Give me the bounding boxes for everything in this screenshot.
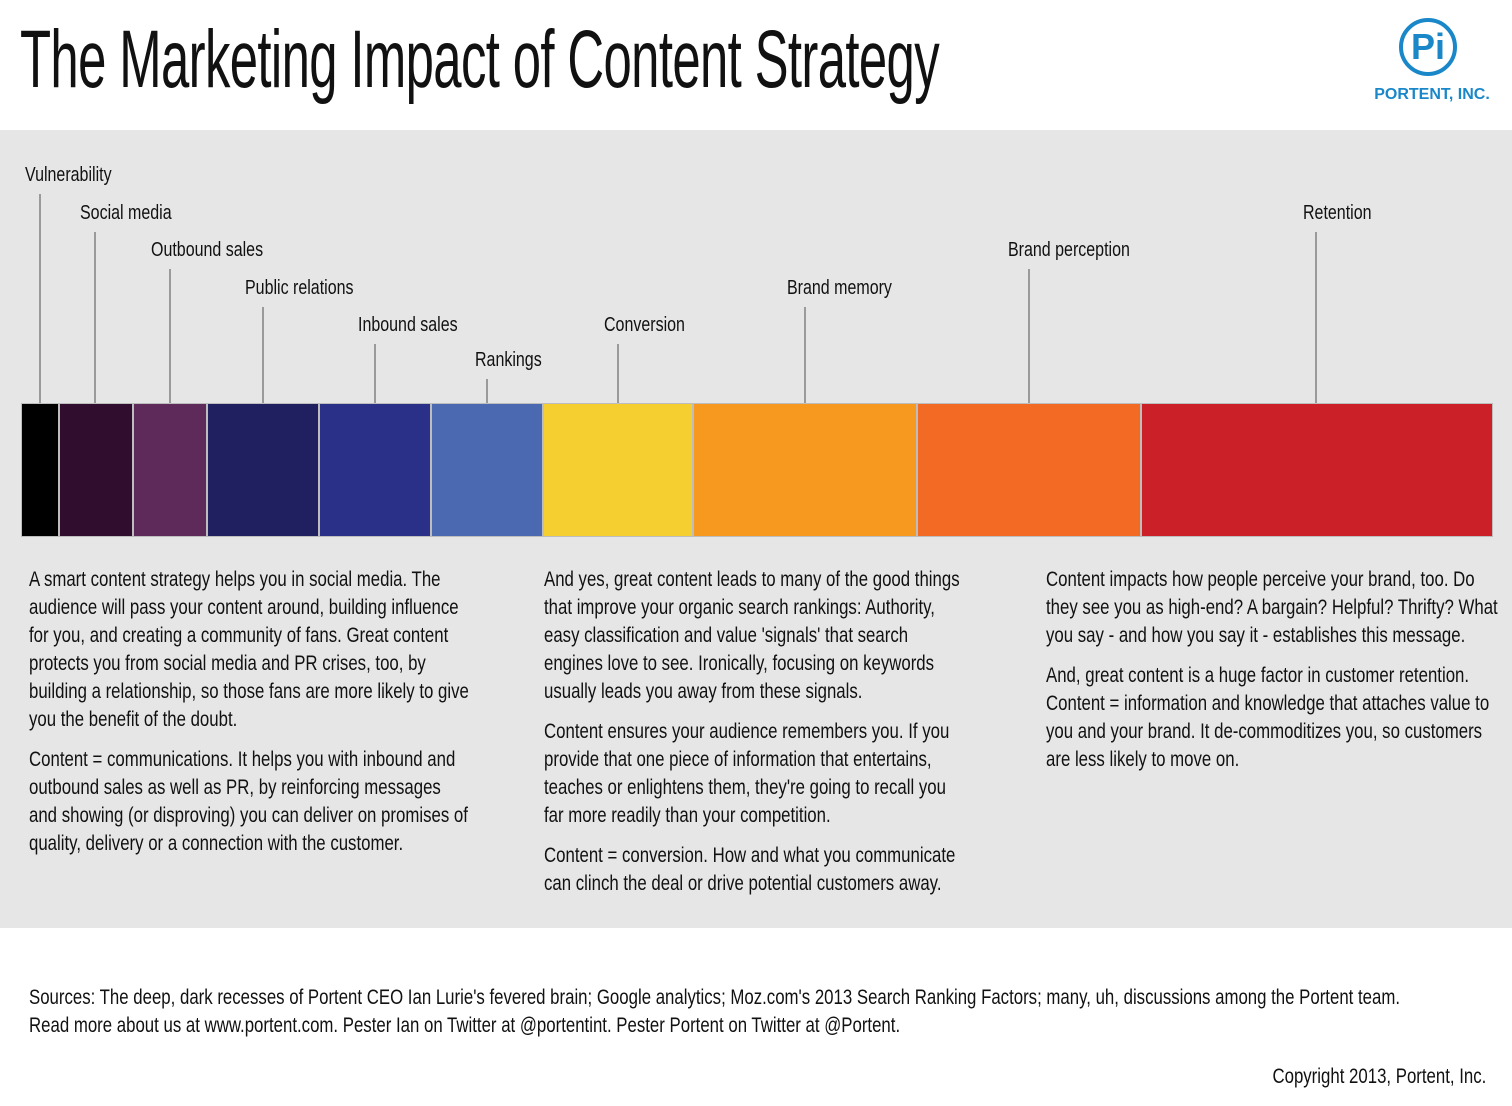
label-leader-line [374,344,376,403]
segment-inbound-sales [319,403,431,537]
label-leader-line [39,194,41,403]
column-right: Content impacts how people perceive your… [1046,566,1500,786]
segment-rankings [431,403,543,537]
segment-conversion [543,403,693,537]
label-leader-line [169,269,171,403]
spectrum-label: Social media [80,202,172,224]
spectrum-panel: Vulnerability Social media Outbound sales P… [0,130,1512,928]
paragraph: Content = conversion. How and what you c… [544,844,956,895]
label-leader-line [486,379,488,403]
label-leader-line [1028,269,1030,403]
column-middle: And yes, great content leads to many of … [544,566,968,910]
spectrum-label: Inbound sales [358,314,458,336]
sources: Sources: The deep, dark recesses of Port… [29,984,1400,1040]
segment-brand-perception [917,403,1141,537]
segment-vulnerability [21,403,59,537]
sources-line: Read more about us at www.portent.com. P… [29,1014,901,1037]
spectrum-label: Conversion [604,314,685,336]
segment-public-relations [207,403,319,537]
segment-social-media [59,403,133,537]
paragraph: Content = communications. It helps you w… [29,748,468,855]
paragraph: Content ensures your audience remembers … [544,720,950,827]
paragraph: A smart content strategy helps you in so… [29,568,469,731]
label-leader-line [94,232,96,403]
label-leader-line [617,344,619,403]
label-leader-line [1315,232,1317,403]
paragraph: And yes, great content leads to many of … [544,568,960,703]
column-left: A smart content strategy helps you in so… [29,566,469,870]
spectrum-label: Vulnerability [25,164,112,186]
segment-outbound-sales [133,403,207,537]
pi-logo-icon: Pi [1399,18,1457,76]
logo-name: PORTENT, INC. [1374,86,1490,103]
spectrum-label: Brand perception [1008,239,1130,261]
portent-logo: Pi PORTENT, INC. [1368,18,1496,108]
label-leader-line [804,307,806,403]
sources-line: Sources: The deep, dark recesses of Port… [29,986,1401,1009]
spectrum-label: Public relations [245,277,354,299]
paragraph: Content impacts how people perceive your… [1046,568,1498,647]
spectrum-label: Rankings [475,349,542,371]
segment-retention [1141,403,1493,537]
label-leader-line [262,307,264,403]
spectrum-label: Retention [1303,202,1372,224]
copyright: Copyright 2013, Portent, Inc. [1272,1065,1486,1088]
spectrum-label: Outbound sales [151,239,264,261]
spectrum-label: Brand memory [787,277,892,299]
segment-brand-memory [693,403,917,537]
page-title: The Marketing Impact of Content Strategy [20,14,940,105]
paragraph: And, great content is a huge factor in c… [1046,664,1490,771]
